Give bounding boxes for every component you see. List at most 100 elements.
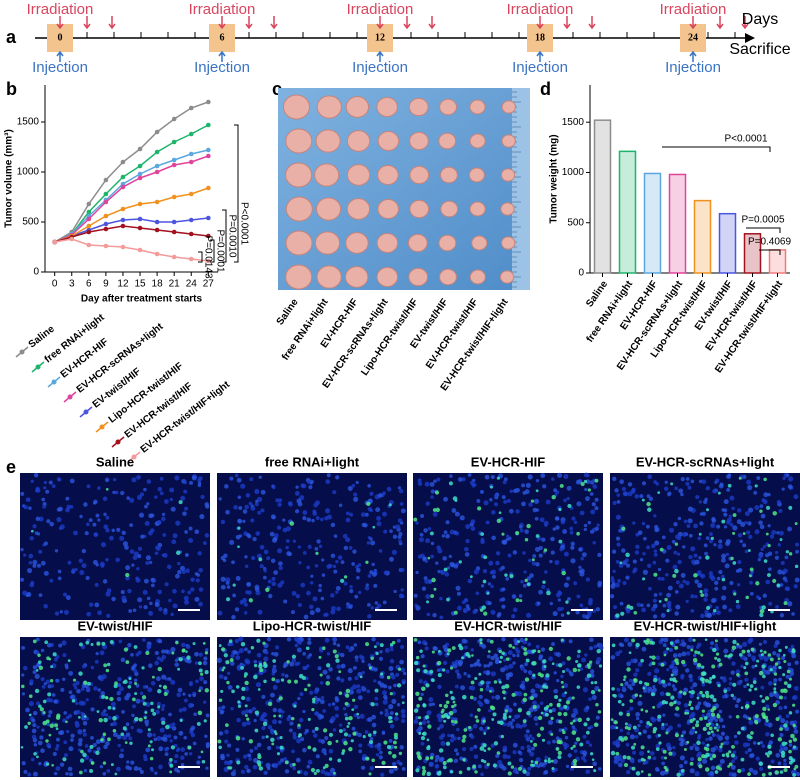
nucleus xyxy=(716,734,720,738)
nucleus xyxy=(63,711,67,715)
tunel-positive xyxy=(142,695,146,699)
tunel-positive xyxy=(573,745,576,748)
nucleus xyxy=(182,707,187,712)
nucleus xyxy=(134,766,139,771)
tunel-positive xyxy=(641,745,645,749)
tunel-positive xyxy=(784,681,788,685)
nucleus xyxy=(322,709,326,713)
y-tick-label: 1000 xyxy=(562,167,585,178)
tunel-positive xyxy=(767,745,771,749)
nucleus xyxy=(726,687,730,691)
tunel-positive xyxy=(258,557,262,561)
tunel-positive xyxy=(773,511,777,515)
nucleus xyxy=(373,679,376,682)
nucleus xyxy=(65,497,69,501)
nucleus xyxy=(491,510,495,514)
nucleus xyxy=(160,477,164,481)
nucleus xyxy=(777,500,781,504)
tunel-positive xyxy=(759,671,764,676)
tunel-positive xyxy=(134,645,138,649)
nucleus xyxy=(348,734,351,737)
nucleus xyxy=(158,746,163,751)
nucleus xyxy=(743,685,746,688)
tunel-positive xyxy=(719,663,723,667)
nucleus xyxy=(680,493,684,497)
nucleus xyxy=(184,507,188,511)
nucleus xyxy=(775,551,778,554)
data-point xyxy=(206,148,211,153)
nucleus xyxy=(403,672,406,675)
tunel-positive xyxy=(254,664,257,667)
tunel-positive xyxy=(352,732,356,736)
nucleus xyxy=(195,679,199,683)
nucleus xyxy=(753,741,756,744)
nucleus xyxy=(145,521,150,526)
tunel-positive xyxy=(50,679,53,682)
nucleus xyxy=(684,703,688,707)
nucleus xyxy=(596,716,600,720)
nucleus xyxy=(661,613,666,618)
tunel-positive xyxy=(315,727,319,731)
nucleus xyxy=(327,772,331,776)
nucleus xyxy=(64,610,69,615)
tunel-positive xyxy=(642,687,645,690)
nucleus xyxy=(566,497,569,500)
tunel-positive xyxy=(312,747,316,751)
nucleus xyxy=(718,539,722,543)
nucleus xyxy=(58,576,62,580)
legend-marker xyxy=(36,365,41,370)
nucleus xyxy=(557,473,562,478)
nucleus xyxy=(592,502,596,506)
nucleus xyxy=(536,645,540,649)
nucleus xyxy=(254,489,259,494)
nucleus xyxy=(277,525,281,529)
nucleus xyxy=(341,664,346,669)
nucleus xyxy=(248,754,252,758)
nucleus xyxy=(502,587,506,591)
nucleus xyxy=(197,479,200,482)
nucleus xyxy=(736,569,740,573)
nucleus xyxy=(312,509,316,513)
nucleus xyxy=(181,763,184,766)
nucleus xyxy=(100,650,105,655)
tunel-positive xyxy=(508,771,512,775)
tunel-positive xyxy=(280,746,284,750)
nucleus xyxy=(394,716,399,721)
tunel-positive xyxy=(712,648,716,652)
nucleus xyxy=(779,733,783,737)
tumor xyxy=(440,269,457,285)
photo-label: Lipo-HCR-twist/HIF xyxy=(359,297,420,378)
tunel-positive xyxy=(770,668,773,671)
nucleus xyxy=(274,763,279,768)
nucleus xyxy=(616,537,620,541)
nucleus xyxy=(29,701,34,706)
nucleus xyxy=(339,723,342,726)
nucleus xyxy=(53,752,57,756)
nucleus xyxy=(663,637,668,642)
data-point xyxy=(138,226,143,231)
nucleus xyxy=(101,542,106,547)
tunel-positive xyxy=(512,693,516,697)
tunel-positive xyxy=(43,711,46,714)
nucleus xyxy=(554,768,558,772)
nucleus xyxy=(354,643,357,646)
tunel-positive xyxy=(787,684,791,688)
tunel-positive xyxy=(73,679,76,682)
nucleus xyxy=(300,583,305,588)
tunel-positive xyxy=(268,702,272,706)
tunel-positive xyxy=(304,688,307,691)
nucleus xyxy=(43,604,48,609)
tunel-positive xyxy=(690,719,694,723)
nucleus xyxy=(183,736,187,740)
nucleus xyxy=(414,594,418,598)
nucleus xyxy=(255,531,260,536)
nucleus xyxy=(703,597,707,601)
nucleus xyxy=(686,524,690,528)
nucleus xyxy=(787,662,791,666)
nucleus xyxy=(455,669,459,673)
data-point xyxy=(155,252,160,257)
tunel-positive xyxy=(544,548,547,551)
nucleus xyxy=(167,565,172,570)
nucleus xyxy=(586,577,590,581)
nucleus xyxy=(93,501,96,504)
